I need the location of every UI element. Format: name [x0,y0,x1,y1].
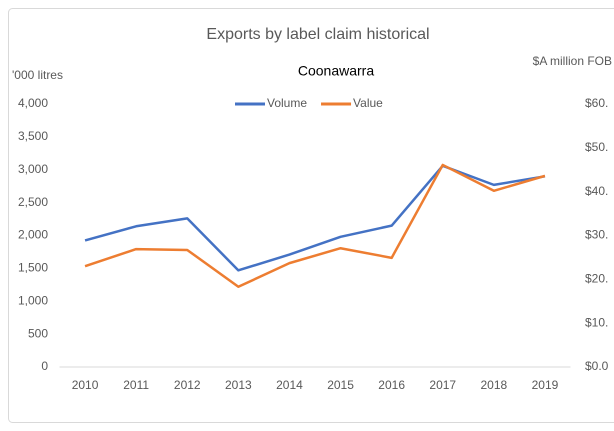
series-line [84,164,546,272]
x-tick-label: 2010 [72,378,99,392]
chart-subtitle: Coonawarra [298,63,374,79]
y-axis-label: '000 litres [12,68,63,82]
y2-axis-label: $A million FOB [533,54,612,68]
x-tick-label: 2017 [429,378,456,392]
x-tick-label: 2012 [174,378,201,392]
x-tick-label: 2013 [225,378,252,392]
y-tick-label: 2,000 [18,228,48,242]
x-tick-label: 2011 [123,378,149,392]
x-tick-label: 2014 [276,378,303,392]
y-tick-label: 3,500 [18,129,48,143]
legend-label: Value [353,96,383,110]
y2-tick-label: $30. [585,228,608,242]
y2-tick-label: $10. [585,315,608,329]
y-tick-label: 3,000 [18,162,48,176]
y2-tick-label: $60. [585,96,608,110]
x-tick-label: 2018 [480,378,507,392]
y2-tick-label: $20. [585,272,608,286]
y-tick-label: 0 [41,359,48,373]
x-tick-label: 2015 [327,378,354,392]
y2-tick-label: $50. [585,140,608,154]
x-tick-label: 2019 [532,378,559,392]
chart-border [8,8,614,423]
legend-label: Volume [267,96,307,110]
series-line [84,163,546,289]
y-tick-label: 500 [28,326,48,340]
y2-tick-label: $0.0 [585,359,609,373]
y-tick-label: 4,000 [18,96,48,110]
y-tick-label: 1,000 [18,293,48,307]
x-tick-label: 2016 [378,378,405,392]
y-tick-label: 2,500 [18,195,48,209]
y2-tick-label: $40. [585,184,608,198]
y-tick-label: 1,500 [18,261,48,275]
chart-title: Exports by label claim historical [206,26,429,43]
